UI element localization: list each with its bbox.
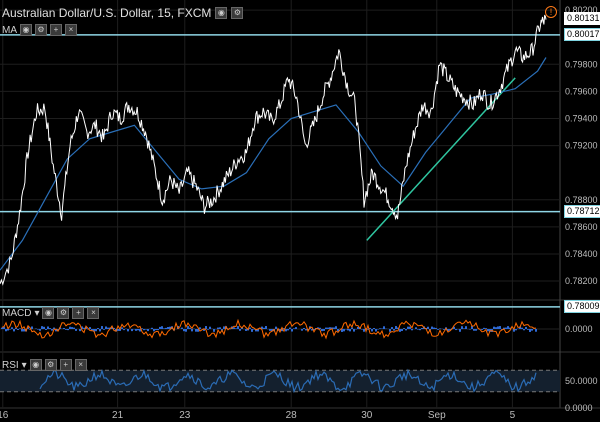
chevron-down-icon[interactable]: ▾ (34, 307, 40, 319)
ma-legend: MA ◉ ⚙ + × (2, 24, 77, 36)
macd-legend: MACD ▾ ◉ ⚙ + × (2, 307, 100, 319)
y-tick-label: 0.78600 (565, 222, 598, 232)
y-tick-label: 0.78800 (565, 195, 598, 205)
price-series-line (0, 14, 547, 286)
gear-icon[interactable]: ⚙ (35, 24, 47, 36)
macd-signal-line (1, 318, 537, 340)
y-tick-label: 0.79600 (565, 86, 598, 96)
rsi-line (39, 368, 537, 394)
trendline (366, 77, 516, 241)
x-tick-label: 21 (112, 410, 124, 421)
add-icon[interactable]: + (50, 24, 62, 36)
y-tick-label: 0.78200 (565, 276, 598, 286)
eye-icon[interactable]: ◉ (20, 24, 32, 36)
macd-label: MACD (2, 307, 32, 319)
gear-icon[interactable]: ⚙ (231, 7, 244, 19)
rsi-label: RSI (2, 359, 19, 371)
macd-tick-label: 0.0000 (565, 324, 593, 334)
y-tick-label: 0.80200 (565, 5, 598, 15)
close-icon[interactable]: × (87, 307, 100, 319)
close-icon[interactable]: × (74, 359, 87, 371)
alert-icon[interactable]: ! (545, 6, 557, 18)
add-icon[interactable]: + (72, 307, 85, 319)
chevron-down-icon[interactable]: ▾ (21, 359, 27, 371)
gear-icon[interactable]: ⚙ (57, 307, 70, 319)
rsi-tick-label: 0.0000 (565, 403, 593, 413)
chart-header: Australian Dollar/U.S. Dollar, 15, FXCM … (2, 6, 244, 20)
eye-icon[interactable]: ◉ (29, 359, 42, 371)
gear-icon[interactable]: ⚙ (44, 359, 57, 371)
level-price-tag: 0.80017 (564, 27, 600, 41)
last-price-tag: 0.80131 (564, 12, 600, 26)
close-icon[interactable]: × (65, 24, 77, 36)
eye-icon[interactable]: ◉ (42, 307, 55, 319)
ma-series-line (0, 57, 547, 271)
y-tick-label: 0.79800 (565, 59, 598, 69)
add-icon[interactable]: + (59, 359, 72, 371)
rsi-band (0, 370, 560, 392)
y-tick-label: 0.79200 (565, 141, 598, 151)
rsi-legend: RSI ▾ ◉ ⚙ + × (2, 359, 87, 371)
x-tick-label: 28 (286, 410, 298, 421)
x-tick-label: 30 (361, 410, 373, 421)
symbol-title: Australian Dollar/U.S. Dollar, 15, FXCM (2, 6, 212, 20)
y-tick-label: 0.78400 (565, 249, 598, 259)
y-tick-label: 0.79400 (565, 113, 598, 123)
x-tick-label: 5 (510, 410, 516, 421)
rsi-tick-label: 50.0000 (565, 376, 598, 386)
x-tick-label: Sep (428, 410, 446, 421)
eye-icon[interactable]: ◉ (215, 7, 228, 19)
ma-label: MA (2, 24, 17, 36)
level-price-tag: 0.78009 (564, 299, 600, 313)
level-price-tag: 0.78712 (564, 204, 600, 218)
x-tick-label: 23 (179, 410, 191, 421)
x-tick-label: 16 (0, 410, 9, 421)
